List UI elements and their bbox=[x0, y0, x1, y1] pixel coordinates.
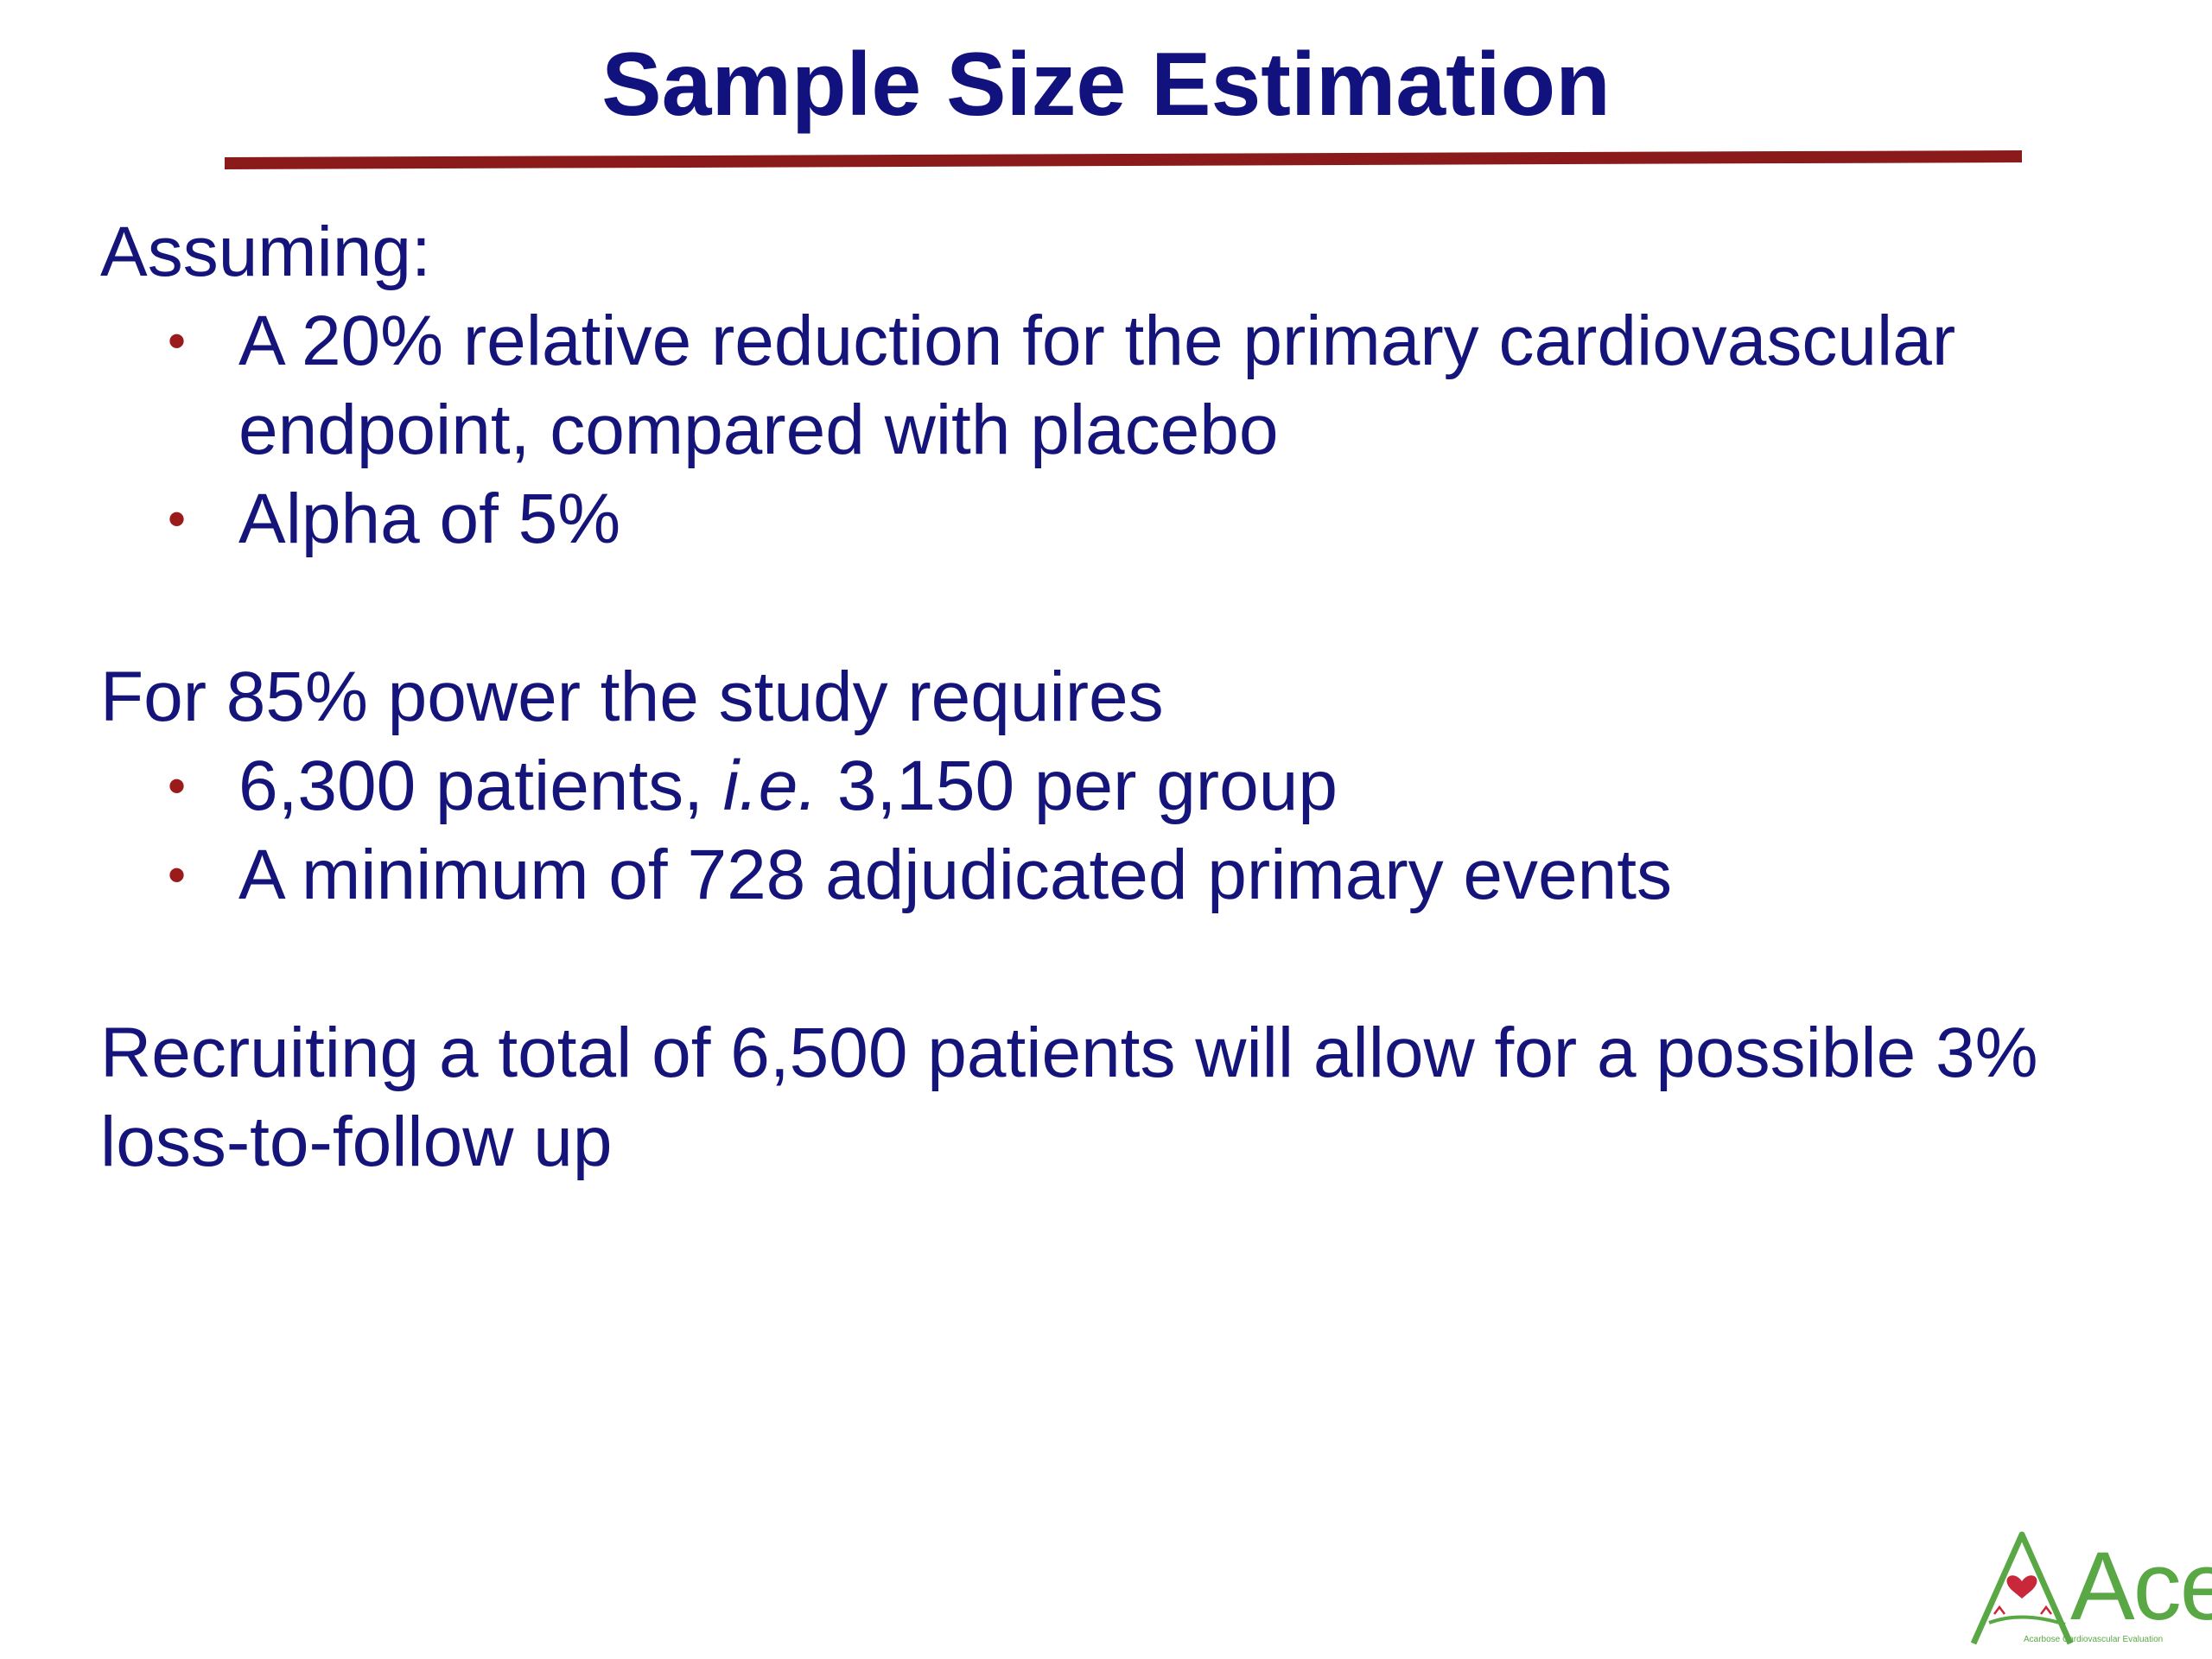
list-item: • Alpha of 5% bbox=[100, 474, 2157, 563]
list-item: • A 20% relative reduction for the prima… bbox=[100, 296, 2157, 474]
bullet-icon: • bbox=[168, 312, 187, 370]
assumptions-heading: Assuming: bbox=[100, 213, 431, 291]
logo-text: Ace bbox=[2070, 1532, 2212, 1640]
power-heading: For 85% power the study requires bbox=[100, 658, 1164, 736]
logo-subtitle: Acarbose Cardiovascular Evaluation bbox=[2024, 1635, 2164, 1644]
bullet-text: Alpha of 5% bbox=[238, 480, 621, 558]
bullet-icon: • bbox=[168, 846, 187, 904]
closing-statement: Recruiting a total of 6,500 patients wil… bbox=[100, 1014, 2038, 1181]
bullet-text: A minimum of 728 adjudicated primary eve… bbox=[238, 836, 1673, 914]
logo-a-mark-icon bbox=[1970, 1531, 2074, 1645]
bullet-text-italic: i.e. bbox=[722, 747, 818, 825]
bullet-icon: • bbox=[168, 490, 187, 548]
list-item: • 6,300 patients, i.e. 3,150 per group bbox=[100, 741, 2157, 830]
list-item: • A minimum of 728 adjudicated primary e… bbox=[100, 830, 2157, 919]
slide-body: Assuming: • A 20% relative reduction for… bbox=[100, 207, 2157, 1186]
bullet-text-part: 6,300 patients, bbox=[238, 747, 723, 825]
spacer bbox=[100, 919, 2157, 1008]
ace-logo: Ace Acarbose Cardiovascular Evaluation bbox=[1968, 1528, 2212, 1649]
slide-title: Sample Size Estimation bbox=[601, 35, 1611, 135]
spacer bbox=[100, 563, 2157, 652]
title-underline bbox=[225, 150, 2022, 169]
requirements-list: • 6,300 patients, i.e. 3,150 per group •… bbox=[100, 741, 2157, 919]
bullet-text-part: 3,150 per group bbox=[817, 747, 1338, 825]
bullet-text: A 20% relative reduction for the primary… bbox=[238, 302, 1956, 469]
bullet-icon: • bbox=[168, 757, 187, 815]
assumptions-list: • A 20% relative reduction for the prima… bbox=[100, 296, 2157, 563]
